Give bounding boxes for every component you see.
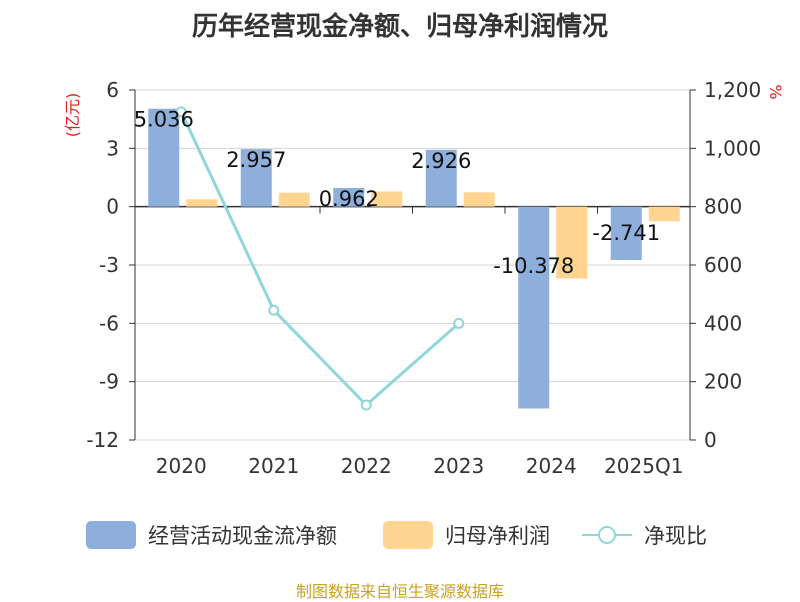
category-label: 2024: [526, 454, 577, 478]
bar-cash: [518, 206, 550, 409]
bar-profit: [371, 191, 403, 207]
legend-item-ratio[interactable]: 净现比: [582, 520, 707, 550]
category-label: 2020: [156, 454, 207, 478]
right-tick-label: 1,200: [704, 78, 761, 102]
left-tick-label: -6: [99, 311, 119, 335]
legend-swatch-profit: [383, 521, 433, 549]
left-axis-unit: (亿元): [63, 93, 82, 138]
bar-profit: [186, 199, 218, 207]
data-label-cash: 2.957: [226, 148, 286, 172]
left-tick-label: 6: [106, 78, 119, 102]
bar-profit: [463, 192, 495, 207]
bar-profit: [556, 206, 588, 279]
point-ratio: [268, 304, 280, 316]
point-ratio: [175, 106, 187, 118]
data-label-cash: -2.741: [592, 221, 660, 245]
left-tick-label: 3: [106, 136, 119, 160]
bar-cash: [425, 149, 457, 207]
bar-profit: [648, 206, 680, 222]
legend-label-profit: 归母净利润: [445, 524, 550, 548]
data-label-cash: 5.036: [134, 108, 194, 132]
right-axis-unit: %: [766, 84, 785, 99]
category-label: 2023: [433, 454, 484, 478]
right-tick-label: 600: [704, 253, 742, 277]
right-tick-label: 0: [704, 428, 717, 452]
right-tick-label: 800: [704, 195, 742, 219]
right-tick-label: 400: [704, 311, 742, 335]
right-tick-label: 200: [704, 370, 742, 394]
category-label: 2021: [248, 454, 299, 478]
category-label: 2025Q1: [604, 454, 683, 478]
left-tick-label: -3: [99, 253, 119, 277]
bar-cash: [240, 149, 272, 207]
left-tick-label: -12: [86, 428, 119, 452]
line-ratio: [179, 111, 460, 408]
legend-swatch-ratio: [582, 521, 632, 549]
chart-title: 历年经营现金净额、归母净利润情况: [191, 12, 608, 42]
legend-item-cash[interactable]: 经营活动现金流净额: [86, 520, 337, 550]
legend-swatch-cash: [86, 521, 136, 549]
left-tick-label: 0: [106, 195, 119, 219]
legend-label-cash: 经营活动现金流净额: [148, 524, 337, 548]
data-label-cash: -10.378: [493, 254, 574, 278]
data-label-cash: 2.926: [411, 149, 471, 173]
bar-profit: [278, 192, 310, 207]
legend: 经营活动现金流净额 归母净利润 净现比: [0, 520, 800, 554]
right-tick-label: 1,000: [704, 136, 761, 160]
bar-cash: [333, 187, 365, 207]
category-label: 2022: [341, 454, 392, 478]
legend-label-ratio: 净现比: [644, 524, 707, 548]
point-ratio: [360, 399, 372, 411]
left-tick-label: -9: [99, 370, 119, 394]
bar-cash: [610, 206, 642, 260]
point-ratio: [453, 317, 465, 329]
source-note: 制图数据来自恒生聚源数据库: [295, 582, 504, 601]
bar-cash: [148, 108, 180, 207]
legend-item-profit[interactable]: 归母净利润: [383, 520, 550, 550]
data-label-cash: 0.962: [319, 187, 379, 211]
